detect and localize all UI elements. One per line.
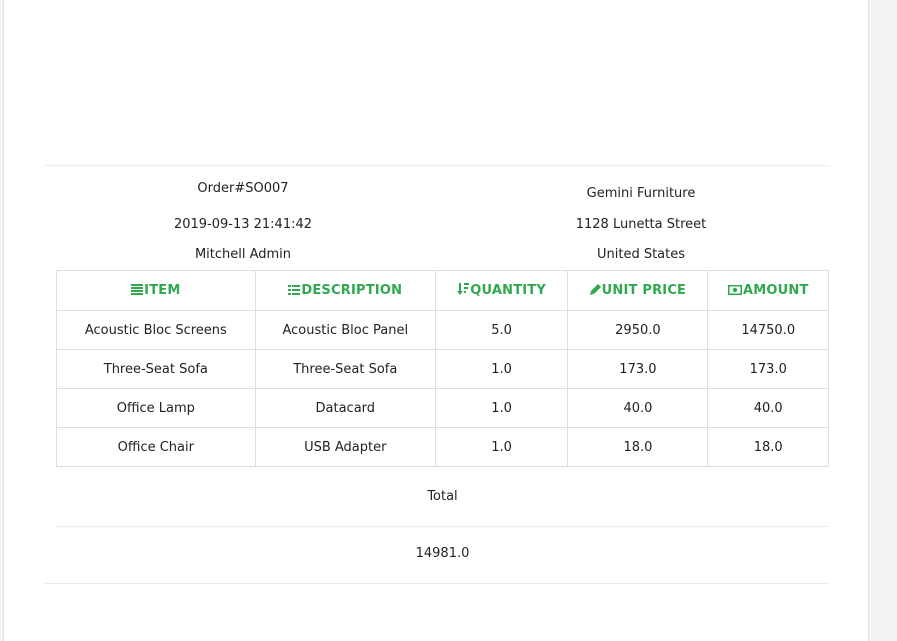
header-quantity-label: QUANTITY — [470, 283, 546, 298]
company-street: 1128 Lunetta Street — [442, 217, 840, 232]
header-amount: AMOUNT — [708, 271, 829, 311]
cell-item: Office Chair — [57, 428, 256, 467]
cell-unit-price: 173.0 — [568, 350, 708, 389]
table-row: Three-Seat Sofa Three-Seat Sofa 1.0 173.… — [57, 350, 829, 389]
cell-description: USB Adapter — [255, 428, 435, 467]
table-row: Acoustic Bloc Screens Acoustic Bloc Pane… — [57, 311, 829, 350]
pencil-icon — [590, 284, 601, 299]
header-quantity: QUANTITY — [435, 271, 567, 311]
top-divider — [44, 165, 830, 166]
cell-amount: 40.0 — [708, 389, 829, 428]
cell-quantity: 5.0 — [435, 311, 567, 350]
header-description-label: DESCRIPTION — [301, 283, 402, 298]
total-label: Total — [56, 489, 829, 504]
cell-description: Acoustic Bloc Panel — [255, 311, 435, 350]
cell-item: Office Lamp — [57, 389, 256, 428]
salesperson-name: Mitchell Admin — [44, 247, 442, 262]
header-amount-label: AMOUNT — [743, 283, 809, 298]
cell-unit-price: 18.0 — [568, 428, 708, 467]
list-icon — [131, 284, 143, 299]
cell-item: Three-Seat Sofa — [57, 350, 256, 389]
table-header-row: ITEM DESCRIPTION QUANTITY — [57, 271, 829, 311]
cell-quantity: 1.0 — [435, 428, 567, 467]
bottom-divider — [44, 583, 830, 584]
cell-unit-price: 40.0 — [568, 389, 708, 428]
header-item-label: ITEM — [144, 283, 180, 298]
company-country: United States — [442, 247, 840, 262]
cell-amount: 14750.0 — [708, 311, 829, 350]
total-value: 14981.0 — [56, 546, 829, 561]
sort-amount-icon — [457, 283, 469, 299]
table-row: Office Chair USB Adapter 1.0 18.0 18.0 — [57, 428, 829, 467]
cell-quantity: 1.0 — [435, 350, 567, 389]
header-unit-price-label: UNIT PRICE — [602, 283, 686, 298]
cell-amount: 173.0 — [708, 350, 829, 389]
cell-description: Datacard — [255, 389, 435, 428]
order-report-sheet: Order#SO007 2019-09-13 21:41:42 Mitchell… — [3, 0, 869, 641]
order-lines-table: ITEM DESCRIPTION QUANTITY — [56, 270, 829, 467]
total-divider — [56, 526, 829, 527]
cell-item: Acoustic Bloc Screens — [57, 311, 256, 350]
header-unit-price: UNIT PRICE — [568, 271, 708, 311]
order-number: Order#SO007 — [44, 181, 442, 196]
table-row: Office Lamp Datacard 1.0 40.0 40.0 — [57, 389, 829, 428]
company-name: Gemini Furniture — [442, 186, 840, 201]
cell-amount: 18.0 — [708, 428, 829, 467]
money-icon — [728, 284, 742, 299]
header-item: ITEM — [57, 271, 256, 311]
grid-icon — [288, 284, 300, 299]
cell-description: Three-Seat Sofa — [255, 350, 435, 389]
cell-quantity: 1.0 — [435, 389, 567, 428]
order-datetime: 2019-09-13 21:41:42 — [44, 217, 442, 232]
cell-unit-price: 2950.0 — [568, 311, 708, 350]
header-description: DESCRIPTION — [255, 271, 435, 311]
